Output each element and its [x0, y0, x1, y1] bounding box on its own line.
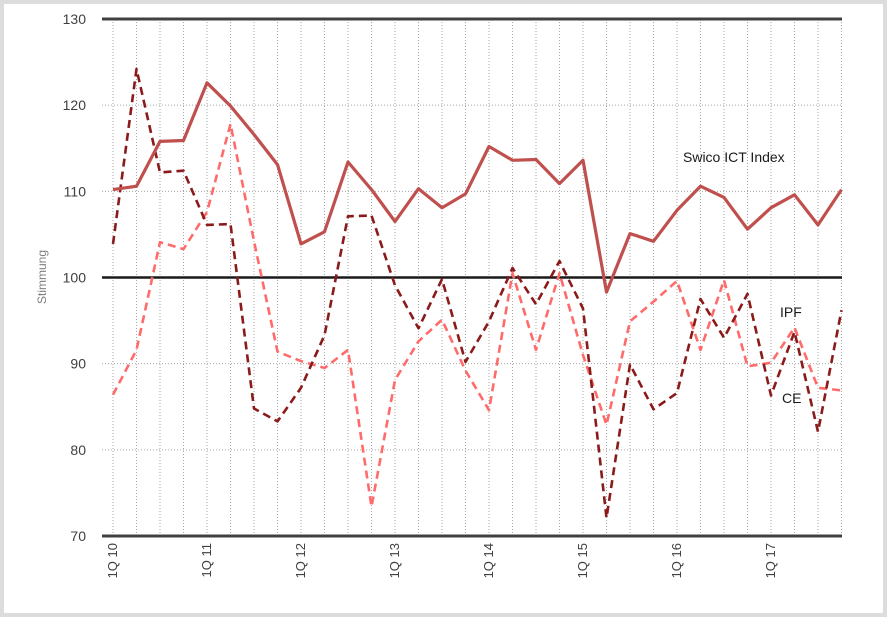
- x-tick-label: 1Q 12: [293, 543, 308, 578]
- x-tick-label: 1Q 13: [387, 543, 402, 578]
- x-tick-label: 1Q 17: [763, 543, 778, 578]
- x-tick-label: 1Q 15: [575, 543, 590, 578]
- series-line-swico-ict-index: [112, 81, 843, 294]
- x-tick-label: 1Q 10: [105, 543, 120, 578]
- series-lines: [111, 67, 843, 520]
- x-tick-label: 1Q 14: [481, 543, 496, 578]
- series-label-ce: CE: [782, 390, 801, 406]
- y-tick-label: 100: [63, 270, 87, 286]
- y-tick-label: 90: [70, 356, 86, 372]
- x-tick-label: 1Q 11: [199, 543, 214, 577]
- y-tick-label: 120: [63, 97, 87, 113]
- series-line-ce: [111, 122, 842, 509]
- y-tick-label: 70: [70, 528, 86, 544]
- series-line-ipf: [111, 67, 843, 520]
- x-tick-label: 1Q 16: [669, 543, 684, 578]
- axes: [102, 17, 842, 538]
- series-label-ipf: IPF: [780, 304, 802, 320]
- y-tick-label: 110: [64, 183, 87, 199]
- y-tick-label: 80: [70, 442, 86, 458]
- series-label-swico-ict-index: Swico ICT Index: [683, 149, 785, 165]
- y-tick-label: 130: [63, 11, 87, 27]
- labels: Stimmung 70 80 90 100 110 120 130 1Q 10 1Q 11 1Q …: [35, 11, 802, 578]
- y-axis-title: Stimmung: [35, 250, 49, 304]
